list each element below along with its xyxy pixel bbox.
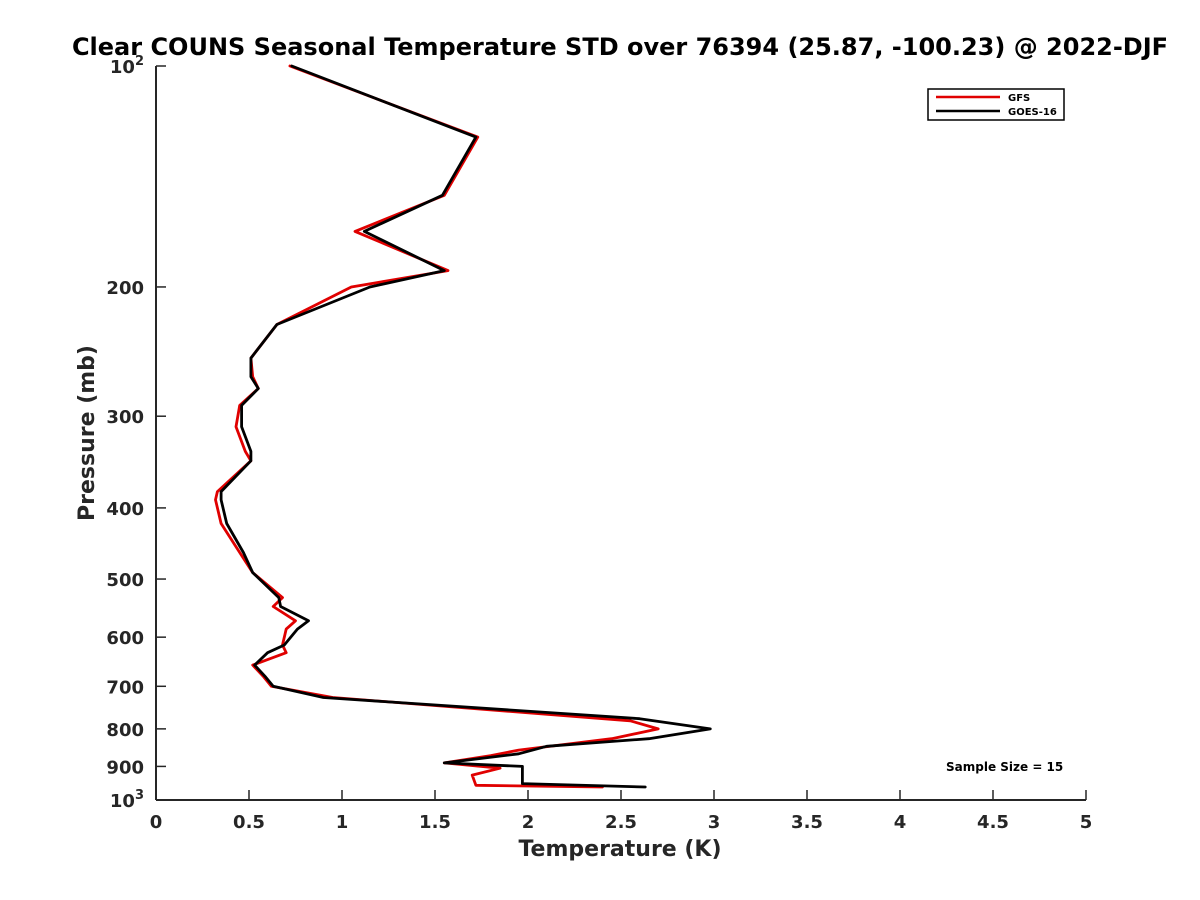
y-tick-label: 400 bbox=[106, 499, 144, 520]
x-tick-label: 1 bbox=[336, 812, 349, 833]
legend: GFS GOES-16 bbox=[927, 88, 1065, 121]
y-tick-label: 200 bbox=[106, 278, 144, 299]
y-axis-ticks: 102 200 300 400 500 600 700 800 900 103 bbox=[106, 54, 166, 812]
x-tick-label: 5 bbox=[1080, 812, 1093, 833]
y-tick-label: 300 bbox=[106, 407, 144, 428]
x-axis-ticks: 0 0.5 1 1.5 2 2.5 3 3.5 4 4.5 5 bbox=[150, 790, 1093, 833]
x-tick-label: 3.5 bbox=[791, 812, 823, 833]
x-tick-label: 4.5 bbox=[977, 812, 1009, 833]
x-tick-label: 2.5 bbox=[605, 812, 637, 833]
chart-title: Clear COUNS Seasonal Temperature STD ove… bbox=[72, 33, 1168, 61]
series-layer bbox=[214, 64, 712, 789]
x-tick-label: 2 bbox=[522, 812, 535, 833]
legend-label-gfs: GFS bbox=[1008, 93, 1030, 104]
y-tick-label: 500 bbox=[106, 570, 144, 591]
y-axis-label: Pressure (mb) bbox=[75, 345, 100, 521]
y-tick-label: 700 bbox=[106, 677, 144, 698]
x-tick-label: 4 bbox=[894, 812, 907, 833]
x-axis-label: Temperature (K) bbox=[518, 837, 721, 862]
legend-box bbox=[927, 88, 1065, 121]
series-line-goes16 bbox=[219, 64, 712, 789]
y-tick-label: 800 bbox=[106, 720, 144, 741]
legend-label-goes16: GOES-16 bbox=[1008, 107, 1057, 118]
x-tick-label: 1.5 bbox=[419, 812, 451, 833]
y-tick-label: 102 bbox=[110, 54, 144, 78]
y-tick-label: 900 bbox=[106, 757, 144, 778]
x-tick-label: 0 bbox=[150, 812, 163, 833]
y-tick-label: 103 bbox=[110, 788, 144, 812]
x-tick-label: 3 bbox=[708, 812, 721, 833]
x-tick-label: 0.5 bbox=[233, 812, 265, 833]
y-tick-label: 600 bbox=[106, 628, 144, 649]
sample-size-annotation: Sample Size = 15 bbox=[946, 760, 1063, 774]
